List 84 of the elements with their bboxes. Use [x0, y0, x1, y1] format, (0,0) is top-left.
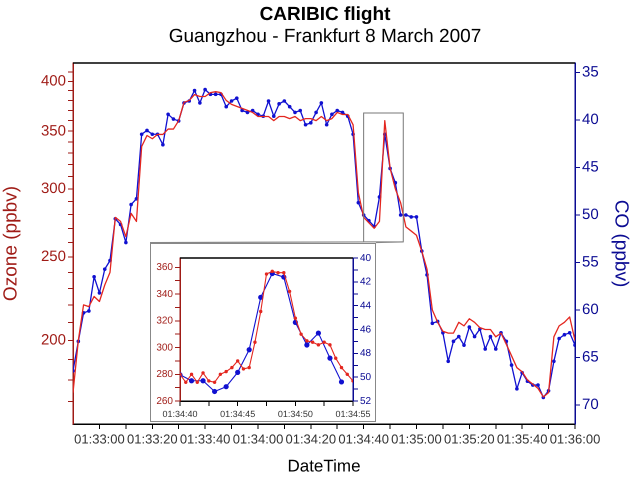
x-tick-label: 01:34:20: [285, 431, 336, 446]
point: [305, 339, 309, 343]
x-tick-label: 01:35:40: [496, 431, 548, 446]
point: [328, 343, 332, 347]
y2-axis-title: CO (ppbv): [610, 200, 632, 288]
point: [288, 290, 292, 294]
y-tick-label: 300: [40, 180, 66, 197]
point: [327, 356, 333, 361]
point: [270, 270, 274, 274]
y2-tick-label: 42: [360, 276, 372, 288]
y-tick-label: 340: [156, 288, 174, 300]
y-tick-label: 320: [156, 316, 174, 327]
y2-tick-label: 45: [582, 158, 599, 176]
y-tick-label: 360: [156, 262, 174, 274]
x-tick-label: 01:35:20: [444, 431, 495, 446]
y2-tick-label: 50: [582, 206, 599, 224]
y2-tick-label: 60: [582, 301, 599, 318]
point: [212, 388, 218, 394]
point: [253, 340, 257, 344]
point: [304, 342, 310, 348]
chart-subtitle: Guangzhou - Frankfurt 8 March 2007: [168, 26, 482, 48]
y2-tick-label: 65: [582, 348, 599, 366]
point: [282, 271, 286, 274]
x-tick-label: 01:33:40: [180, 431, 230, 446]
y2-tick-label: 52: [360, 396, 372, 407]
point: [207, 379, 211, 383]
x-tick-label: 01:34:50: [278, 408, 313, 419]
x-tick-label: 01:35:00: [391, 431, 442, 446]
point: [334, 356, 338, 360]
point: [276, 271, 280, 274]
x-tick-label: 01:34:00: [232, 431, 284, 446]
y-tick-label: 250: [40, 248, 66, 266]
point: [316, 343, 320, 347]
y2-tick-label: 35: [582, 64, 599, 81]
point: [264, 272, 268, 276]
point: [184, 380, 188, 384]
y-tick-label: 350: [40, 122, 66, 140]
x-tick-label: 01:36:00: [550, 431, 600, 446]
chart-title: CARIBIC flight: [258, 4, 392, 26]
point: [259, 310, 262, 314]
x-axis-title: DateTime: [287, 456, 361, 476]
y2-tick-label: 46: [360, 324, 372, 336]
x-tick-label: 01:33:00: [74, 431, 125, 446]
point: [235, 370, 240, 375]
y2-tick-label: 40: [360, 252, 372, 264]
point: [338, 379, 344, 385]
point: [196, 380, 199, 384]
point: [224, 370, 228, 374]
point: [322, 340, 326, 344]
x-tick-label: 01:34:40: [338, 431, 389, 446]
y-tick-label: 280: [156, 369, 174, 380]
point: [200, 378, 206, 384]
point: [246, 347, 252, 352]
point: [224, 384, 229, 390]
point: [236, 359, 240, 363]
x-tick-label: 01:34:40: [162, 408, 198, 419]
point: [201, 371, 205, 375]
y2-tick-label: 55: [582, 254, 599, 271]
y2-tick-label: 44: [360, 300, 372, 312]
point: [188, 378, 194, 384]
point: [310, 340, 314, 344]
y2-tick-label: 40: [582, 111, 599, 128]
point: [299, 332, 303, 336]
point: [316, 330, 322, 336]
x-tick-label: 01:34:45: [220, 408, 256, 419]
point: [294, 316, 298, 320]
point: [242, 367, 246, 371]
y2-tick-label: 50: [360, 372, 372, 383]
x-tick-label: 01:34:55: [335, 408, 371, 419]
point: [218, 372, 222, 376]
y-axis-title: Ozone (ppbv): [0, 186, 22, 302]
point: [340, 366, 344, 370]
y-tick-label: 400: [40, 72, 66, 90]
point: [247, 366, 251, 370]
y-tick-label: 200: [40, 332, 66, 349]
point: [346, 372, 349, 376]
point: [190, 372, 194, 376]
point: [230, 366, 234, 370]
x-tick-label: 01:33:20: [127, 431, 178, 446]
y-tick-label: 300: [156, 342, 174, 354]
y2-tick-label: 48: [360, 348, 372, 360]
point: [212, 380, 216, 384]
y-tick-label: 260: [156, 396, 174, 407]
y2-tick-label: 70: [582, 396, 599, 414]
